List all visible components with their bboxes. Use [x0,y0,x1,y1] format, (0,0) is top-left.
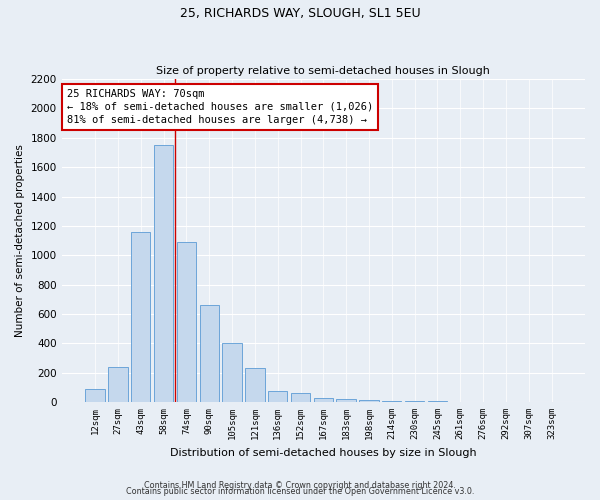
Bar [245,368,265,402]
Bar [268,391,287,402]
Bar [177,242,196,402]
Bar [314,398,333,402]
Bar [200,305,219,402]
Bar [223,344,242,402]
Text: Contains public sector information licensed under the Open Government Licence v3: Contains public sector information licen… [126,488,474,496]
X-axis label: Distribution of semi-detached houses by size in Slough: Distribution of semi-detached houses by … [170,448,476,458]
Text: 25 RICHARDS WAY: 70sqm
← 18% of semi-detached houses are smaller (1,026)
81% of : 25 RICHARDS WAY: 70sqm ← 18% of semi-det… [67,88,373,125]
Bar [85,389,105,402]
Bar [382,400,401,402]
Title: Size of property relative to semi-detached houses in Slough: Size of property relative to semi-detach… [157,66,490,76]
Y-axis label: Number of semi-detached properties: Number of semi-detached properties [15,144,25,337]
Bar [337,399,356,402]
Bar [405,401,424,402]
Bar [131,232,151,402]
Bar [359,400,379,402]
Bar [291,393,310,402]
Bar [108,367,128,402]
Text: Contains HM Land Registry data © Crown copyright and database right 2024.: Contains HM Land Registry data © Crown c… [144,481,456,490]
Text: 25, RICHARDS WAY, SLOUGH, SL1 5EU: 25, RICHARDS WAY, SLOUGH, SL1 5EU [179,8,421,20]
Bar [154,145,173,402]
